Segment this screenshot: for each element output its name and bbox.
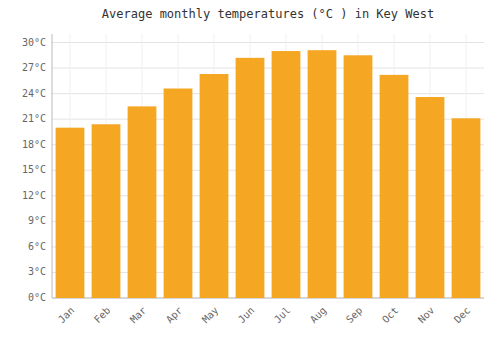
grid-line bbox=[52, 93, 484, 94]
x-tick-label: Jul bbox=[272, 305, 293, 326]
y-tick-label: 12°C bbox=[22, 190, 46, 201]
y-tick-label: 18°C bbox=[22, 139, 46, 150]
y-axis-line bbox=[52, 34, 53, 298]
y-tick-label: 9°C bbox=[28, 215, 46, 226]
x-tick-label: Aug bbox=[308, 305, 329, 326]
x-tick-label: Nov bbox=[416, 305, 437, 326]
x-tick-label: Feb bbox=[92, 305, 113, 326]
grid bbox=[52, 34, 484, 298]
grid-line bbox=[52, 42, 484, 43]
x-tick-label: Apr bbox=[164, 305, 185, 326]
x-tick-label: Oct bbox=[380, 305, 401, 326]
bar bbox=[308, 50, 337, 298]
y-tick-label: 3°C bbox=[28, 266, 46, 277]
y-tick-label: 24°C bbox=[22, 88, 46, 99]
bar bbox=[272, 51, 301, 298]
bar bbox=[416, 97, 445, 298]
y-tick-label: 30°C bbox=[22, 37, 46, 48]
title: Average monthly temperatures (°C ) in Ke… bbox=[102, 7, 434, 21]
bar bbox=[164, 89, 193, 298]
x-tick-label: Sep bbox=[344, 305, 365, 326]
axes: 0°C 3°C 6°C 9°C 12°C 15°C 18°C 21°C 24°C 27°C 30°C… bbox=[22, 34, 484, 325]
page: {"chart_data": {"type": "bar", "title": … bbox=[0, 0, 500, 350]
bar bbox=[344, 55, 373, 298]
chart: 0°C 3°C 6°C 9°C 12°C 15°C 18°C 21°C 24°C 27°C 30°C… bbox=[0, 0, 500, 350]
y-tick-label: 0°C bbox=[28, 292, 46, 303]
grid-line bbox=[52, 68, 484, 69]
x-tick-label: Jan bbox=[56, 305, 77, 326]
x-tick-label: Jun bbox=[236, 305, 257, 326]
bar bbox=[56, 128, 85, 298]
y-tick-label: 6°C bbox=[28, 241, 46, 252]
bar bbox=[236, 58, 265, 298]
y-tick-label: 27°C bbox=[22, 62, 46, 73]
bar bbox=[92, 124, 121, 298]
x-tick-label: May bbox=[200, 305, 221, 326]
x-tick-label: Mar bbox=[128, 305, 149, 326]
chart-container: 0°C 3°C 6°C 9°C 12°C 15°C 18°C 21°C 24°C 27°C 30°C… bbox=[0, 0, 500, 350]
bars bbox=[56, 50, 481, 298]
bar bbox=[128, 106, 157, 298]
y-tick-label: 21°C bbox=[22, 113, 46, 124]
bar bbox=[452, 118, 481, 298]
bar bbox=[200, 74, 229, 298]
y-tick-label: 15°C bbox=[22, 164, 46, 175]
bar bbox=[380, 75, 409, 298]
x-tick-label: Dec bbox=[452, 305, 473, 326]
